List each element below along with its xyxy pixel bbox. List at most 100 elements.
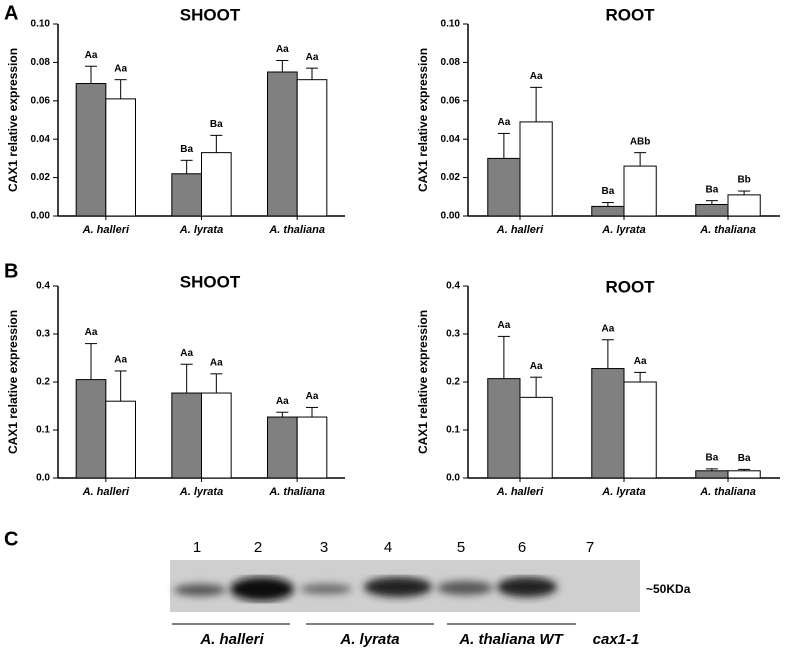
- bar: [296, 416, 328, 479]
- y-tick-label: 0.2: [36, 377, 50, 388]
- group-label: cax1-1: [593, 631, 640, 648]
- x-tick-label: A. lyrata: [601, 486, 645, 498]
- lane-number: 5: [457, 539, 465, 556]
- y-tick-label: 0.04: [31, 134, 51, 145]
- y-tick-label: 0.00: [441, 211, 461, 222]
- band: [497, 577, 557, 597]
- annotation: Aa: [276, 396, 289, 407]
- annotation: Aa: [306, 391, 319, 402]
- x-tick-label: A. lyrata: [179, 486, 223, 498]
- chart-title: SHOOT: [180, 272, 241, 291]
- bar: [591, 205, 625, 217]
- annotation: Bb: [737, 175, 750, 186]
- bar: [695, 470, 729, 479]
- bar: [267, 71, 298, 217]
- y-tick-label: 0.06: [441, 95, 461, 106]
- lane-number: 6: [518, 539, 526, 556]
- annotation: Aa: [180, 348, 193, 359]
- bar: [105, 98, 136, 217]
- annotation: Aa: [530, 71, 543, 82]
- bar: [519, 396, 553, 479]
- annotation: Aa: [114, 63, 127, 74]
- y-tick-label: 0.04: [441, 134, 461, 145]
- y-tick-label: 0.06: [31, 95, 51, 106]
- y-axis-label: CAX1 relative expression: [416, 48, 430, 192]
- annotation: Ba: [601, 186, 614, 197]
- y-tick-label: 0.00: [31, 211, 51, 222]
- size-marker: ~50KDa: [646, 582, 691, 596]
- x-tick-label: A. halleri: [82, 486, 130, 498]
- y-tick-label: 0.08: [441, 57, 461, 68]
- annotation: Aa: [210, 357, 223, 368]
- bar: [75, 379, 107, 479]
- x-tick-label: A. thaliana: [699, 224, 756, 236]
- x-tick-label: A. lyrata: [601, 224, 645, 236]
- panel-label: C: [4, 528, 18, 550]
- group-label: A. halleri: [199, 631, 264, 648]
- bar: [487, 157, 521, 217]
- annotation: Ba: [738, 453, 751, 464]
- y-tick-label: 0.0: [36, 473, 50, 484]
- annotation: Aa: [276, 44, 289, 55]
- y-tick-label: 0.02: [441, 172, 461, 183]
- bar: [623, 165, 657, 217]
- annotation: Ba: [705, 184, 718, 195]
- x-tick-label: A. thaliana: [268, 486, 325, 498]
- lane-number: 4: [384, 539, 392, 556]
- y-tick-label: 0.3: [446, 329, 460, 340]
- y-tick-label: 0.3: [36, 329, 50, 340]
- bar: [267, 416, 298, 479]
- lane-number: 1: [193, 539, 201, 556]
- panel-label: A: [4, 2, 18, 24]
- y-tick-label: 0.08: [31, 57, 51, 68]
- chart-title: SHOOT: [180, 5, 241, 24]
- band: [437, 581, 493, 595]
- lane-number: 7: [586, 539, 594, 556]
- x-tick-label: A. halleri: [496, 224, 544, 236]
- y-axis-label: CAX1 relative expression: [6, 310, 20, 454]
- bar: [727, 470, 761, 479]
- annotation: ABb: [630, 136, 651, 147]
- annotation: Aa: [634, 356, 647, 367]
- x-tick-label: A. thaliana: [699, 486, 756, 498]
- bar: [171, 392, 203, 479]
- bar: [201, 152, 232, 217]
- blot: [170, 560, 640, 625]
- x-tick-label: A. thaliana: [268, 224, 325, 236]
- y-tick-label: 0.10: [441, 19, 461, 30]
- y-tick-label: 0.4: [36, 281, 50, 292]
- bar: [105, 400, 136, 479]
- annotation: Ba: [210, 119, 223, 130]
- bar: [201, 392, 232, 479]
- lane-number: 3: [320, 539, 328, 556]
- bar: [695, 203, 729, 217]
- annotation: Aa: [497, 117, 510, 128]
- annotation: Aa: [530, 361, 543, 372]
- band: [364, 577, 432, 597]
- band: [230, 577, 294, 601]
- panel-label: B: [4, 260, 18, 282]
- chart-title: ROOT: [605, 277, 655, 296]
- bar: [296, 79, 328, 217]
- bar: [487, 378, 521, 479]
- lane-number: 2: [254, 539, 262, 556]
- y-axis-label: CAX1 relative expression: [6, 48, 20, 192]
- y-tick-label: 0.4: [446, 281, 460, 292]
- annotation: Aa: [85, 50, 98, 61]
- group-label: A. lyrata: [339, 631, 399, 648]
- bar: [591, 368, 625, 479]
- y-tick-label: 0.1: [36, 425, 50, 436]
- group-label: A. thaliana WT: [458, 631, 564, 648]
- y-axis-label: CAX1 relative expression: [416, 310, 430, 454]
- y-tick-label: 0.0: [446, 473, 460, 484]
- annotation: Aa: [114, 355, 127, 366]
- annotation: Aa: [601, 323, 614, 334]
- y-tick-label: 0.1: [446, 425, 460, 436]
- bar: [171, 173, 203, 217]
- annotation: Ba: [180, 144, 193, 155]
- annotation: Ba: [705, 453, 718, 464]
- y-tick-label: 0.2: [446, 377, 460, 388]
- annotation: Aa: [85, 327, 98, 338]
- x-tick-label: A. halleri: [496, 486, 544, 498]
